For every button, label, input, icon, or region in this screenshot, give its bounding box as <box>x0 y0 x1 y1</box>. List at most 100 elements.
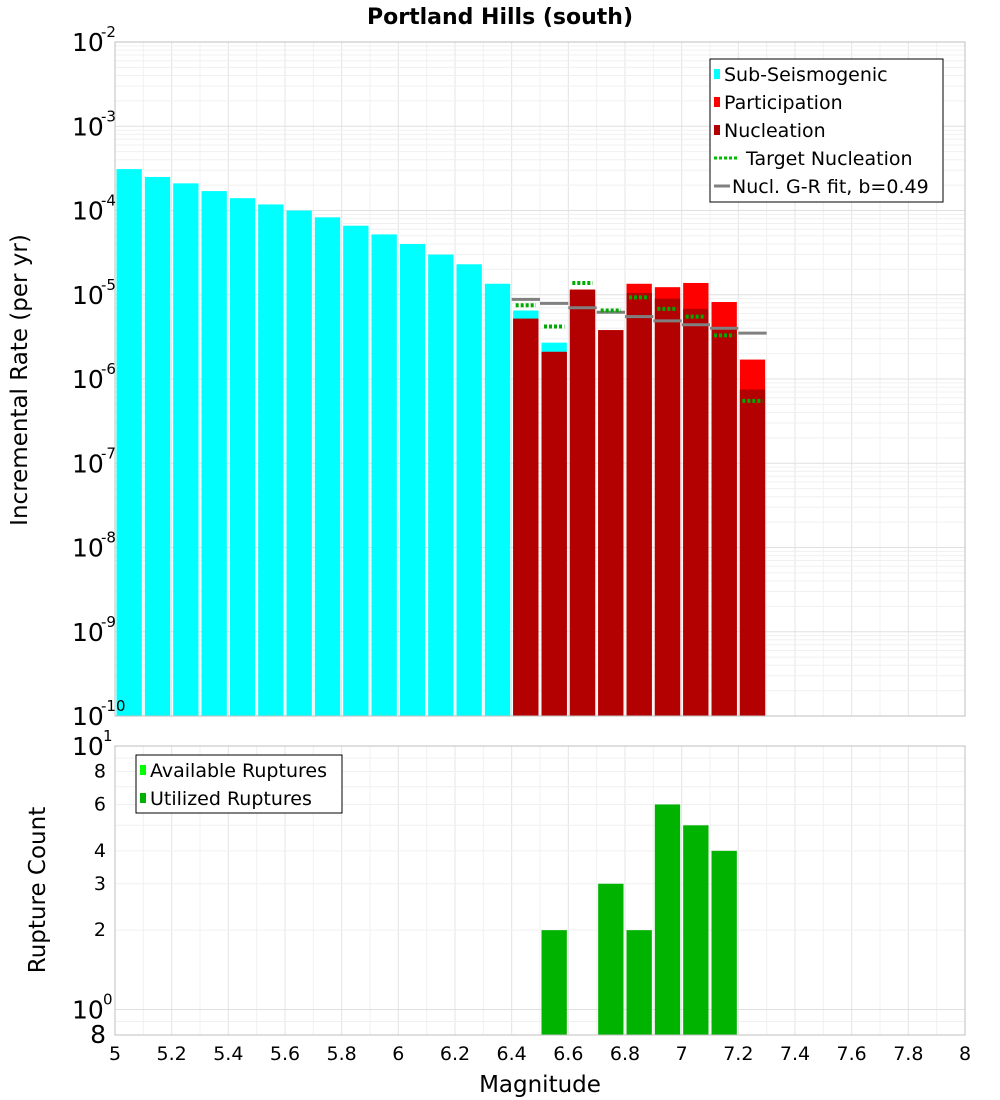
y-tick-label: 3 <box>94 873 106 895</box>
x-tick-label: 6 <box>392 1043 404 1065</box>
utilized-ruptures-bar <box>598 883 624 1035</box>
y-tick-label: 10-9 <box>72 613 116 647</box>
y-tick-exponent: -3 <box>101 107 116 125</box>
top-bars <box>116 169 767 717</box>
sub-seismogenic-bar <box>286 210 312 716</box>
y-tick-base: 10 <box>72 732 104 761</box>
y-tick-exponent: -10 <box>101 697 126 715</box>
y-tick-base: 10 <box>72 618 104 647</box>
y-tick-label: 10-10 <box>72 697 126 731</box>
x-tick-label: 7.2 <box>723 1043 753 1065</box>
sub-seismogenic-bar <box>484 283 511 716</box>
y-tick-base: 10 <box>72 28 104 57</box>
nucleation-bar <box>739 389 766 716</box>
y-tick-label: 6 <box>94 793 106 815</box>
sub-seismogenic-bar <box>456 264 482 716</box>
y-tick-base: 10 <box>72 112 104 141</box>
y-tick-label: 8 <box>94 761 106 783</box>
sub-seismogenic-bar <box>399 244 426 717</box>
y-tick-base: 10 <box>72 449 104 478</box>
legend-item: Target Nucleation <box>714 148 913 170</box>
legend-label: Nucleation <box>724 120 826 142</box>
top-plot-area <box>114 41 966 717</box>
nucleation-bar <box>683 308 709 716</box>
x-tick-label: 8 <box>959 1043 971 1065</box>
bottom-plot-area <box>114 745 966 1036</box>
x-tick-label: 6.8 <box>610 1043 640 1065</box>
y-tick-base: 10 <box>72 995 104 1024</box>
sub-seismogenic-bar <box>371 234 397 717</box>
utilized-ruptures-bar <box>626 930 652 1035</box>
x-ticks: 5 5.2 5.4 5.6 5.8 6 6.2 6.4 6.6 6.8 7 7.2 7.4 7.6 7.8 8 <box>109 1043 971 1065</box>
y-tick-base: 10 <box>72 365 104 394</box>
legend-label: Participation <box>724 92 843 114</box>
y-tick-label: 8 <box>90 1020 106 1049</box>
x-tick-label: 5 <box>109 1043 121 1065</box>
sub-seismogenic-bar <box>116 169 142 716</box>
chart-title: Portland Hills (south) <box>367 5 633 30</box>
top-legend: Sub-Seismogenic Participation Nucleation Ta… <box>709 58 944 203</box>
x-tick-label: 7.4 <box>780 1043 810 1065</box>
bottom-y-axis-label: Rupture Count <box>25 807 51 973</box>
sub-seismogenic-bar <box>314 217 341 716</box>
utilized-ruptures-bar <box>541 930 567 1035</box>
bottom-legend: Available Ruptures Utilized Ruptures <box>135 754 343 814</box>
sub-seismogenic-bar <box>428 254 454 716</box>
legend-swatch <box>714 69 720 79</box>
legend-swatch <box>140 793 146 803</box>
y-tick-label: 10-7 <box>72 444 116 478</box>
y-tick-base: 10 <box>72 702 104 731</box>
x-tick-label: 5.8 <box>327 1043 357 1065</box>
y-tick-exponent: -9 <box>101 613 116 631</box>
y-tick-label: 10-6 <box>72 360 116 394</box>
bottom-frame-border <box>114 745 966 1036</box>
x-tick-label: 7.6 <box>837 1043 867 1065</box>
y-tick-label: 10-5 <box>72 276 116 310</box>
legend-item: Nucl. G-R fit, b=0.49 <box>714 176 929 198</box>
legend-box <box>709 58 944 203</box>
bottom-bars <box>541 804 737 1035</box>
y-tick-label: 10-8 <box>72 529 116 563</box>
y-tick-base: 10 <box>72 281 104 310</box>
y-tick-exponent: 1 <box>103 727 113 745</box>
legend-swatch <box>140 765 146 775</box>
nucleation-bar <box>626 292 652 716</box>
y-tick-label: 10 1 <box>72 727 113 761</box>
x-tick-label: 7 <box>676 1043 688 1065</box>
y-tick-label: 10 0 <box>72 990 113 1024</box>
legend-label: Utilized Ruptures <box>150 788 312 810</box>
legend-label: Available Ruptures <box>150 760 327 782</box>
sub-seismogenic-bar <box>258 204 284 716</box>
y-tick-exponent: 0 <box>103 990 113 1008</box>
utilized-ruptures-bar <box>654 804 681 1035</box>
nucleation-bar <box>654 298 681 716</box>
x-tick-label: 6.2 <box>440 1043 470 1065</box>
x-axis-label: Magnitude <box>479 1072 601 1098</box>
y-tick-label: 4 <box>94 840 106 862</box>
nucleation-bar <box>711 327 737 716</box>
nucleation-bar <box>513 318 539 716</box>
y-tick-exponent: -4 <box>101 192 116 210</box>
legend-label: Target Nucleation <box>745 148 913 170</box>
sub-seismogenic-bar <box>229 198 256 716</box>
legend-item: Utilized Ruptures <box>140 788 312 810</box>
sub-seismogenic-bar <box>144 176 171 716</box>
y-tick-exponent: -6 <box>101 360 116 378</box>
sub-seismogenic-bar <box>201 191 227 717</box>
y-tick-base: 10 <box>72 197 104 226</box>
legend-swatch <box>714 125 720 135</box>
legend-item: Available Ruptures <box>140 760 327 782</box>
nucleation-bar <box>541 351 567 716</box>
y-tick-label: 10-3 <box>72 107 116 141</box>
x-tick-label: 7.8 <box>893 1043 923 1065</box>
y-tick-label: 10-2 <box>72 23 116 57</box>
x-tick-label: 5.2 <box>157 1043 187 1065</box>
legend-swatch <box>714 97 720 107</box>
legend-item: Nucleation <box>714 120 826 142</box>
x-tick-label: 6.6 <box>553 1043 583 1065</box>
x-tick-label: 5.6 <box>270 1043 300 1065</box>
utilized-ruptures-bar <box>683 825 709 1035</box>
